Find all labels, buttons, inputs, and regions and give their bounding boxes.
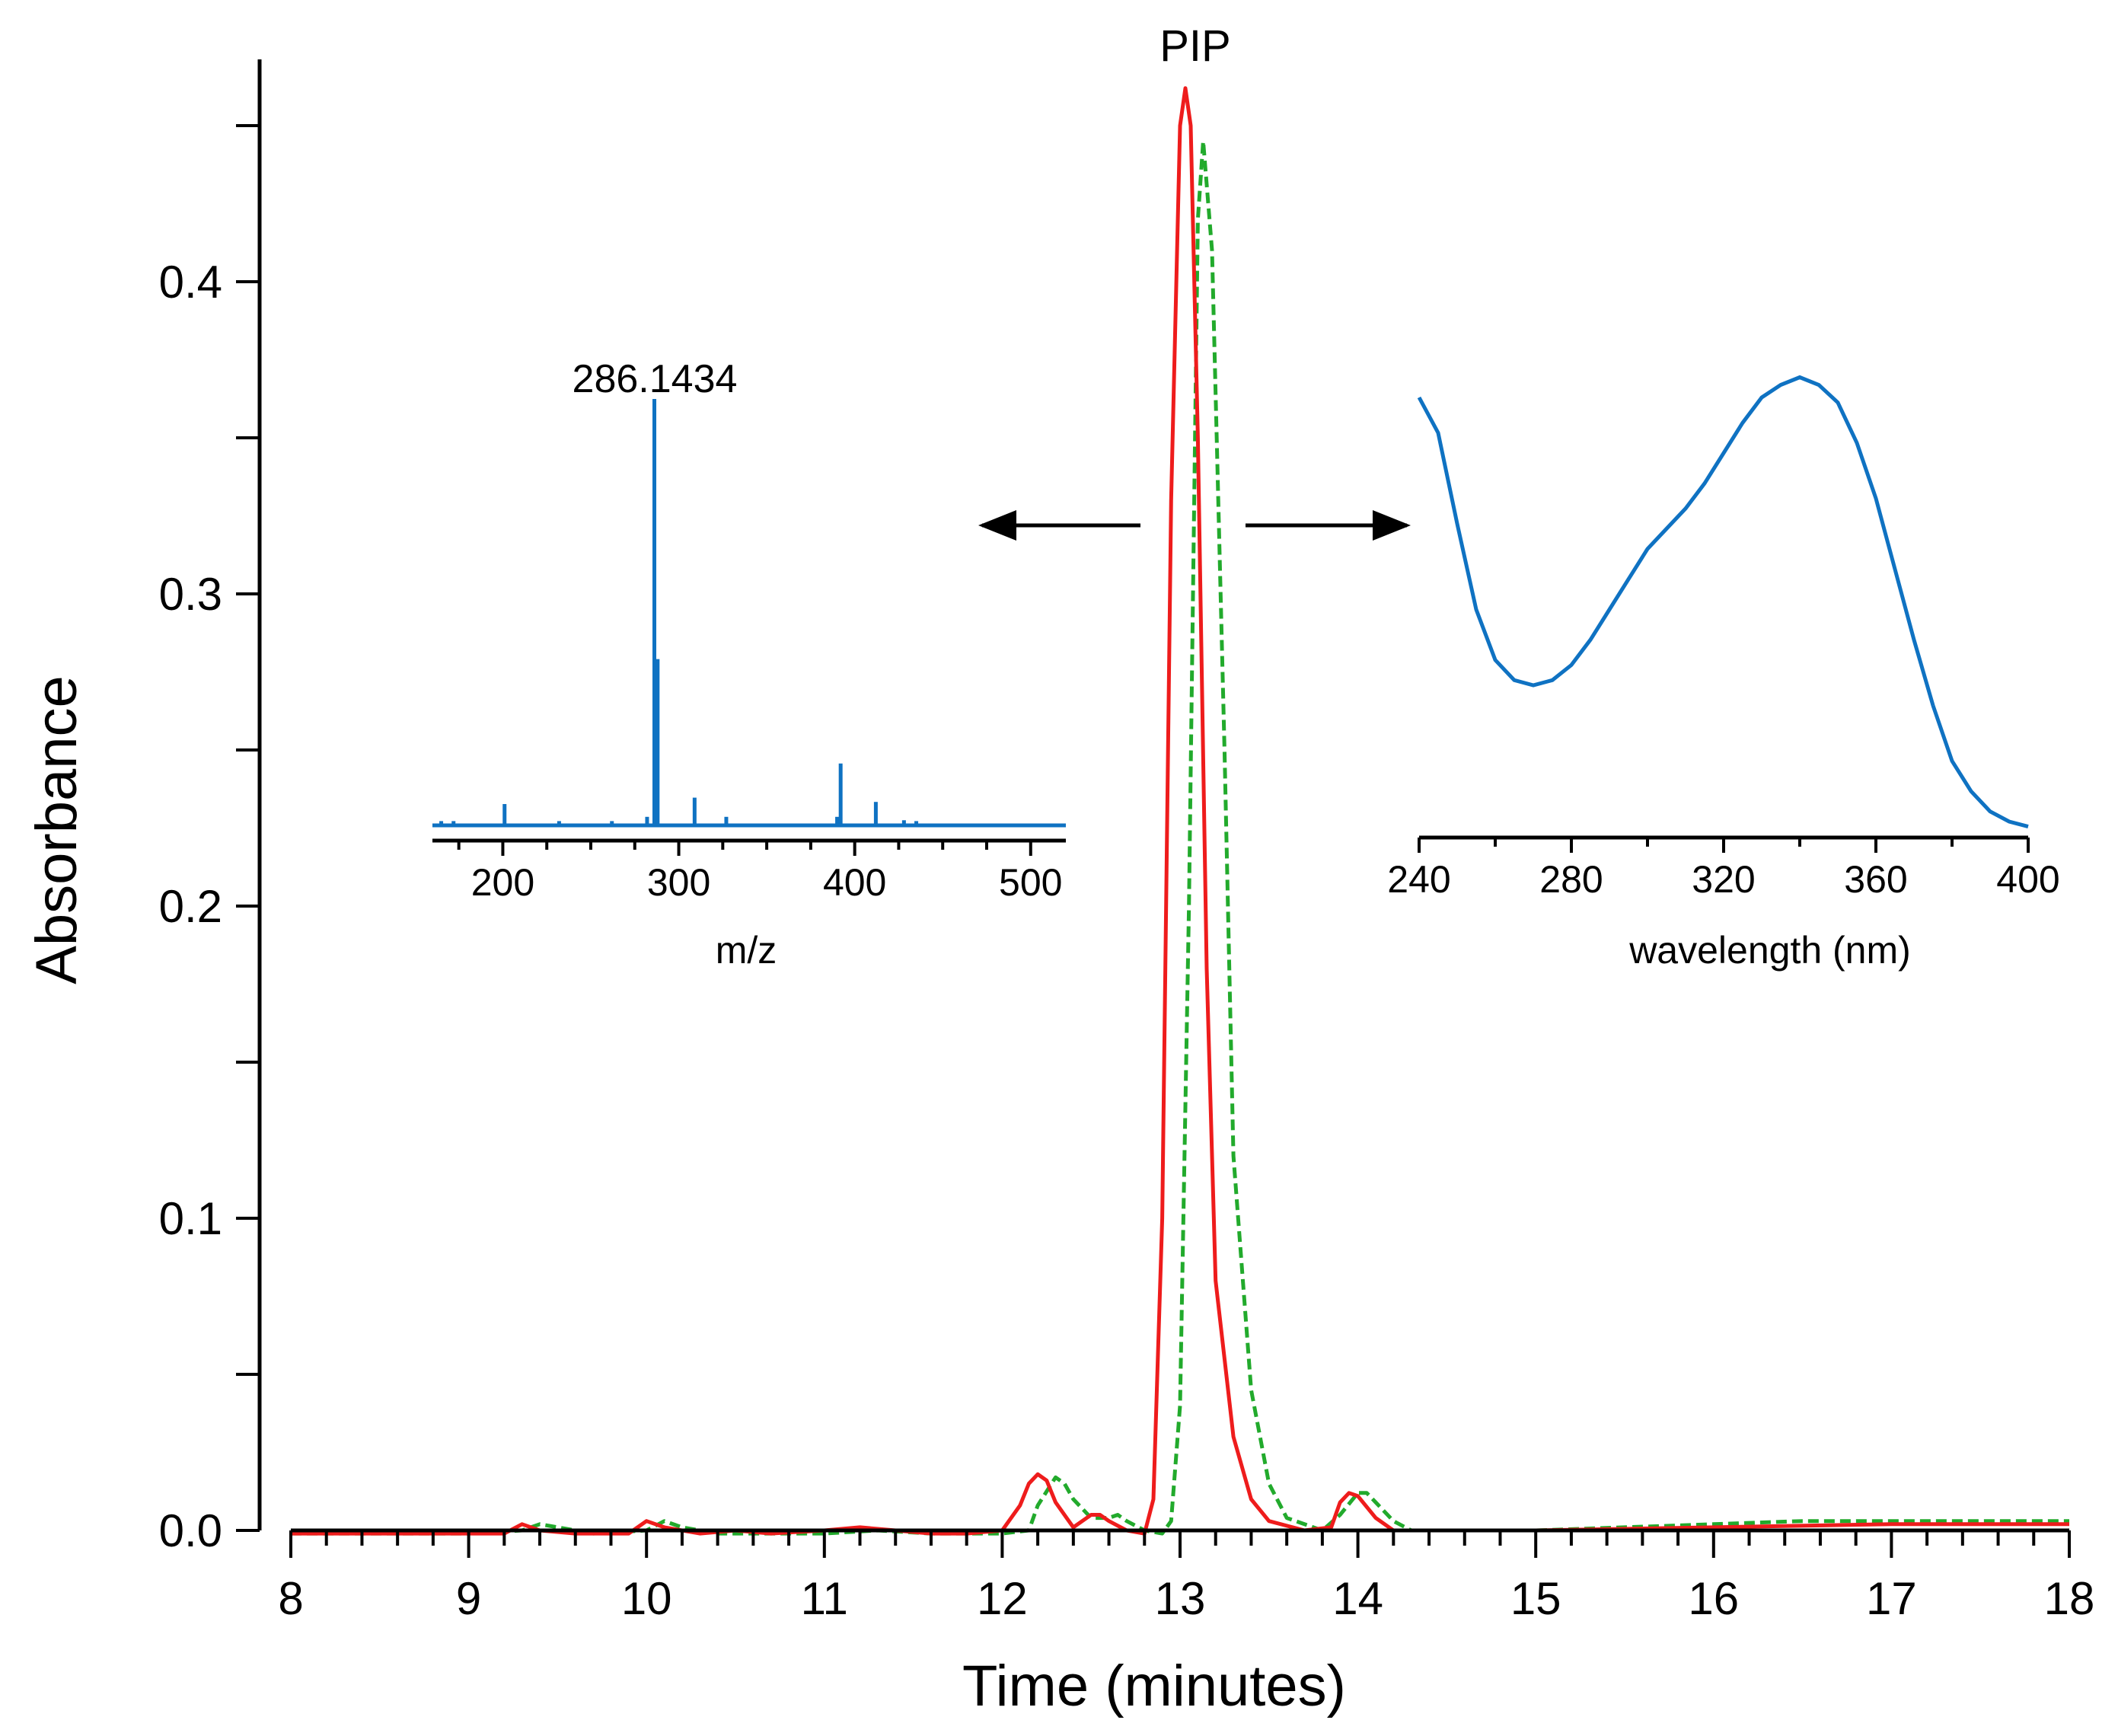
main-x-tick-label: 16 [1688,1573,1739,1624]
uv-x-tick-label: 280 [1539,858,1603,901]
main-x-tick-label: 15 [1510,1573,1561,1624]
main-y-tick-label: 0.0 [159,1505,222,1556]
ms-peak-mass-label: 286.1434 [573,357,738,401]
uv-x-tick-label: 240 [1387,858,1450,901]
main-y-tick-label: 0.2 [159,881,222,932]
main-x-tick-label: 17 [1866,1573,1917,1624]
uv-x-tick-label: 400 [1996,858,2059,901]
ms-x-axis-title: m/z [716,929,777,972]
main-x-ticks: 8 9 10 11 12 13 14 15 16 17 18 [278,1530,2094,1624]
uv-x-tick-label: 320 [1692,858,1755,901]
ms-x-tick-label: 200 [471,861,534,904]
uv-x-tick-label: 360 [1844,858,1907,901]
main-x-tick-label: 11 [801,1573,848,1624]
main-series-group [291,86,2069,1536]
uv-x-axis-title: wavelength (nm) [1628,929,1911,972]
main-x-axis-title: Time (minutes) [962,1654,1346,1718]
uv-spectrum-line [1417,375,2029,829]
main-y-tick-label: 0.4 [159,257,222,308]
main-x-tick-label: 8 [278,1573,303,1624]
ms-x-tick-label: 400 [823,861,886,904]
ms-x-tick-label: 500 [999,861,1062,904]
main-x-tick-label: 13 [1155,1573,1206,1624]
uv-spectrum-inset: 240 280 320 360 400 wavelength (nm) [1387,375,2060,972]
main-x-tick-label: 18 [2044,1573,2095,1624]
main-y-tick-label: 0.3 [159,569,222,620]
ms-peaks-group [439,399,919,825]
main-x-tick-label: 14 [1332,1573,1383,1624]
main-y-tick-label: 0.1 [159,1193,222,1244]
main-x-tick-label: 9 [456,1573,481,1624]
main-chart: 8 9 10 11 12 13 14 15 16 17 18 0.0 0.1 0.2 0.3 0.4 Tim… [24,21,2094,1718]
pip-peak-label: PIP [1159,21,1231,71]
mass-spectrum-inset: 200 300 400 500 286.1434 m/z [432,357,1066,972]
green-dashed-trace [291,139,2069,1536]
main-y-ticks: 0.0 0.1 0.2 0.3 0.4 [159,124,260,1556]
main-y-axis-title: Absorbance [24,675,89,984]
main-x-tick-label: 10 [621,1573,672,1624]
uv-x-ticks: 240 280 320 360 400 [1387,838,2060,901]
red-solid-trace [291,86,2069,1536]
ms-x-tick-label: 300 [647,861,710,904]
main-x-tick-label: 12 [977,1573,1028,1624]
ms-x-ticks: 200 300 400 500 [457,841,1062,904]
